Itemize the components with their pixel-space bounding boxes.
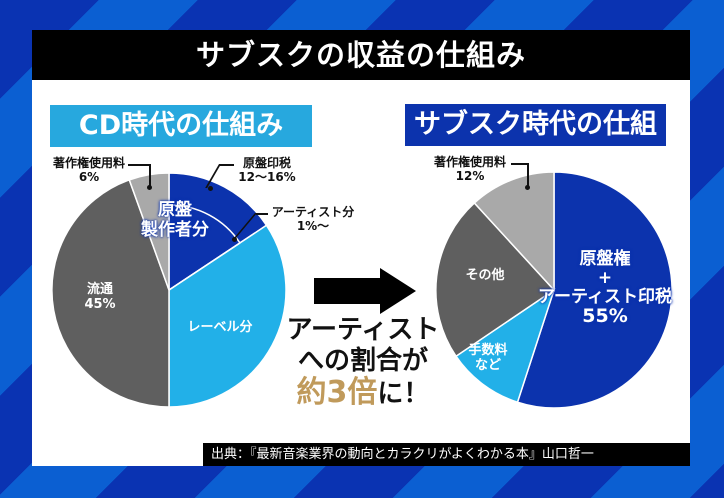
cd-distribution-label: 流通 45% bbox=[84, 282, 116, 312]
subscription-era-header: サブスク時代の仕組み bbox=[405, 104, 666, 182]
cd-artist-label: アーティスト分 1%〜 bbox=[271, 205, 355, 233]
cd-copyright-label: 著作権使用料 6% bbox=[52, 156, 125, 184]
callout-line bbox=[256, 213, 268, 215]
cd-label-share-label: レーベル分 bbox=[187, 320, 253, 335]
sub-master-artist-label: 原盤権 + アーティスト印税 55% bbox=[538, 249, 672, 327]
cd-era-header: CD時代の仕組み bbox=[50, 105, 312, 147]
sub-fees-label: 手数料 など bbox=[468, 343, 508, 373]
callout-dot bbox=[232, 237, 237, 242]
page-title: サブスクの収益の仕組み bbox=[32, 30, 690, 80]
arrow-right-icon bbox=[314, 268, 416, 314]
callout-dot bbox=[208, 186, 213, 191]
callout-dot bbox=[525, 185, 530, 190]
callout-line bbox=[527, 163, 529, 187]
callout-line bbox=[149, 164, 151, 187]
callout-dot bbox=[147, 185, 152, 190]
highlight-text: 約3倍 bbox=[296, 375, 378, 410]
sub-other-label: その他 bbox=[465, 268, 505, 283]
callout-line bbox=[511, 163, 529, 165]
cd-producer-label: 原盤 製作者分 bbox=[141, 200, 209, 240]
subscription-pie bbox=[435, 171, 673, 409]
cd-master-royalty-label: 原盤印税 12〜16% bbox=[238, 156, 296, 184]
comparison-message: アーティスト への割合が 約3倍に！ bbox=[286, 315, 440, 410]
callout-line bbox=[128, 164, 150, 166]
source-citation: 出典：『最新音楽業界の動向とカラクリがよくわかる本』山口哲一 bbox=[203, 443, 690, 466]
cd-pie bbox=[51, 172, 287, 408]
sub-copyright-label: 著作権使用料 12% bbox=[433, 155, 506, 183]
callout-line bbox=[220, 164, 234, 166]
